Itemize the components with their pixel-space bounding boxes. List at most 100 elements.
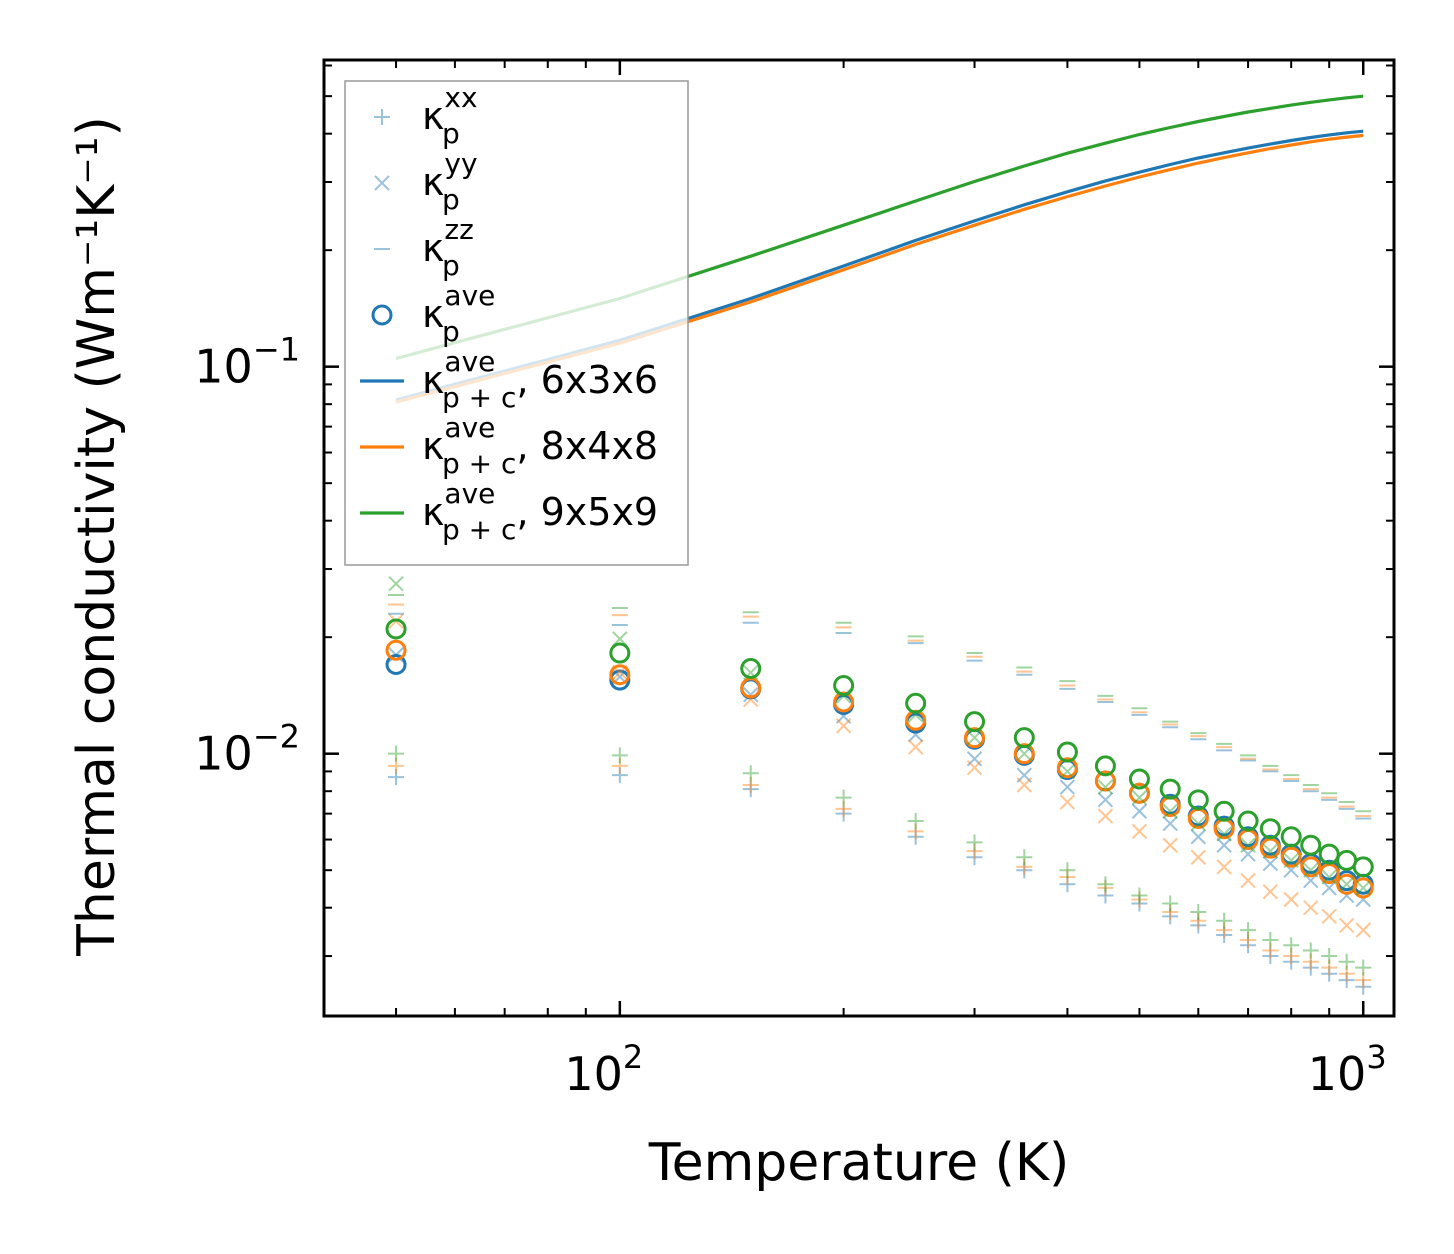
point-6x3x6-xx	[1097, 887, 1114, 904]
point-9x5x9-ave	[1094, 755, 1116, 777]
point-6x3x6-xx	[1059, 876, 1076, 893]
point-9x5x9-yy	[1097, 779, 1114, 795]
point-9x5x9-xx	[1283, 937, 1300, 954]
point-9x5x9-ave	[1013, 727, 1035, 749]
point-6x3x6-xx	[388, 769, 405, 786]
scatter-6x3x6-xx	[388, 767, 1372, 995]
point-6x3x6-xx	[1321, 965, 1338, 982]
point-9x5x9-xx	[1162, 895, 1179, 912]
point-9x5x9-ave	[609, 642, 631, 664]
point-9x5x9-yy	[388, 575, 404, 592]
point-8x4x8-yy	[1338, 917, 1355, 934]
point-8x4x8-ave	[833, 691, 855, 713]
point-8x4x8-xx	[611, 757, 628, 774]
point-9x5x9-xx	[611, 747, 628, 764]
point-8x4x8-xx	[742, 777, 759, 794]
y-axis-label: Thermal conductivity (Wm⁻¹K⁻¹)	[67, 116, 127, 957]
point-8x4x8-ave	[1300, 856, 1322, 878]
point-8x4x8-ave	[1056, 757, 1078, 779]
point-6x3x6-xx	[1262, 948, 1279, 965]
point-9x5x9-yy	[1131, 789, 1148, 806]
point-8x4x8-ave	[964, 727, 986, 749]
point-6x3x6-ave	[385, 653, 407, 675]
point-9x5x9-yy	[1355, 880, 1371, 896]
point-9x5x9-xx	[1240, 922, 1257, 939]
point-8x4x8-xx	[1321, 959, 1338, 976]
point-8x4x8-yy	[1240, 872, 1256, 889]
scatter-series-layer	[385, 575, 1374, 995]
point-8x4x8-yy	[1303, 899, 1319, 916]
point-9x5x9-xx	[835, 789, 852, 806]
point-9x5x9-yy	[1303, 862, 1319, 878]
point-9x5x9-yy	[1059, 763, 1076, 780]
line-8x4x8	[395, 133, 1364, 404]
point-8x4x8-xx	[907, 823, 924, 840]
point-8x4x8-xx	[1240, 932, 1257, 949]
point-6x3x6-xx	[1302, 959, 1319, 976]
point-8x4x8-xx	[1302, 953, 1319, 970]
point-9x5x9-yy	[1321, 869, 1337, 885]
point-6x3x6-yy	[1131, 803, 1148, 819]
point-9x5x9-yy	[1338, 876, 1355, 892]
point-6x3x6-yy	[1240, 846, 1256, 862]
point-9x5x9-xx	[1321, 948, 1338, 965]
point-8x4x8-yy	[1216, 859, 1232, 875]
point-6x3x6-xx	[1190, 917, 1207, 934]
point-6x3x6-yy	[1097, 792, 1114, 808]
point-6x3x6-xx	[1355, 978, 1372, 995]
point-8x4x8-xx	[966, 843, 983, 860]
legend-marker-plus	[374, 109, 390, 125]
point-8x4x8-yy	[1131, 823, 1148, 840]
scatter-9x5x9-zz	[388, 594, 1372, 813]
point-9x5x9-ave	[1056, 741, 1078, 763]
point-9x5x9-xx	[1302, 942, 1319, 959]
point-8x4x8-ave	[1128, 782, 1150, 804]
scatter-9x5x9-ave	[385, 618, 1374, 878]
point-9x5x9-yy	[1216, 826, 1232, 842]
point-6x3x6-xx	[1162, 908, 1179, 925]
point-6x3x6-yy	[1059, 779, 1076, 795]
point-9x5x9-ave	[1318, 843, 1340, 865]
point-8x4x8-xx	[1162, 903, 1179, 920]
point-9x5x9-xx	[907, 812, 924, 829]
point-8x4x8-ave	[385, 639, 407, 661]
point-9x5x9-ave	[1213, 800, 1235, 822]
point-6x3x6-yy	[1321, 880, 1337, 896]
point-9x5x9-yy	[612, 631, 628, 647]
point-9x5x9-yy	[1240, 837, 1256, 853]
point-8x4x8-yy	[1262, 883, 1279, 900]
point-9x5x9-ave	[964, 711, 986, 733]
line-series-layer	[395, 94, 1364, 404]
line-9x5x9	[395, 94, 1364, 361]
point-8x4x8-xx	[1283, 948, 1300, 965]
point-9x5x9-ave	[1128, 768, 1150, 790]
point-8x4x8-xx	[1059, 869, 1076, 886]
point-8x4x8-ave	[609, 664, 631, 686]
point-6x3x6-yy	[966, 751, 983, 767]
scatter-8x4x8-xx	[388, 757, 1372, 989]
point-8x4x8-xx	[1216, 922, 1233, 939]
point-9x5x9-ave	[385, 618, 407, 640]
point-9x5x9-xx	[1016, 849, 1033, 866]
point-8x4x8-yy	[1059, 794, 1076, 810]
point-6x3x6-xx	[742, 781, 759, 798]
point-6x3x6-yy	[1190, 829, 1207, 845]
point-8x4x8-ave	[1352, 877, 1374, 899]
plot-frame	[322, 58, 1396, 1018]
point-9x5x9-xx	[388, 745, 405, 762]
point-6x3x6-xx	[1216, 927, 1233, 944]
point-9x5x9-xx	[1338, 953, 1355, 970]
point-9x5x9-ave	[1352, 856, 1374, 878]
point-6x3x6-yy	[1016, 767, 1032, 783]
point-9x5x9-ave	[1259, 818, 1281, 840]
point-9x5x9-xx	[1262, 932, 1279, 949]
point-6x3x6-xx	[1131, 895, 1148, 912]
point-6x3x6-xx	[966, 849, 983, 866]
point-8x4x8-yy	[1355, 922, 1371, 938]
point-6x3x6-xx	[1016, 862, 1033, 879]
point-9x5x9-xx	[742, 765, 759, 782]
point-8x4x8-xx	[1016, 858, 1033, 875]
